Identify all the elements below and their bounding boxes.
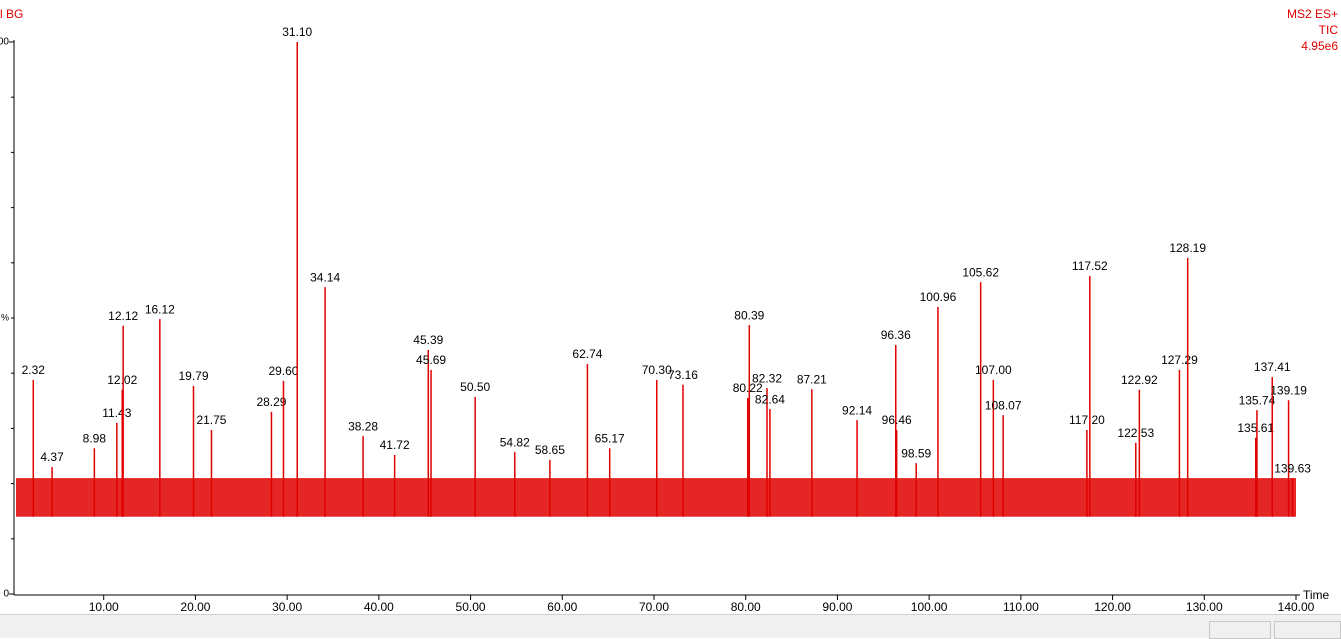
peak-label: 80.22 [733, 381, 763, 395]
x-tick-label: 140.00 [1278, 600, 1315, 614]
peak-label: 92.14 [842, 403, 872, 417]
y-tick-label: 100 [0, 37, 9, 48]
peak-label: 41.72 [380, 438, 410, 452]
peak-label: 128.19 [1169, 241, 1206, 255]
x-tick-label: 120.00 [1094, 600, 1131, 614]
peak-label: 12.02 [107, 373, 137, 387]
noise-band [16, 478, 1296, 517]
x-tick-label: 60.00 [547, 600, 577, 614]
y-axis-label: % [1, 312, 9, 322]
peak-label: 122.53 [1117, 426, 1154, 440]
x-tick-label: 40.00 [364, 600, 394, 614]
x-tick-label: 70.00 [639, 600, 669, 614]
header-line: TIC [1319, 23, 1339, 37]
peak-label: 29.60 [268, 364, 298, 378]
chart-title: l BG [0, 7, 23, 21]
peak-label: 80.39 [734, 308, 764, 322]
x-tick-label: 80.00 [731, 600, 761, 614]
peak-label: 62.74 [572, 347, 602, 361]
peak-label: 122.92 [1121, 373, 1158, 387]
x-tick-label: 30.00 [272, 600, 302, 614]
peak-label: 58.65 [535, 443, 565, 457]
peak-label: 31.10 [282, 25, 312, 39]
peak-label: 45.69 [416, 353, 446, 367]
status-pane [1274, 621, 1341, 639]
x-tick-label: 110.00 [1003, 600, 1039, 614]
chart: l BG MS2 ES+ TIC 4.95e6 Time % 10.00 20.0… [0, 7, 1339, 614]
peak-label: 12.12 [108, 309, 138, 323]
peak-label: 82.32 [752, 371, 782, 385]
peak-label: 82.64 [755, 392, 785, 406]
status-bar [0, 614, 1341, 639]
peak-label: 8.98 [83, 431, 107, 445]
x-tick-label: 90.00 [822, 600, 852, 614]
peak-label: 50.50 [460, 380, 490, 394]
peak-label: 54.82 [500, 435, 530, 449]
peak-label: 107.00 [975, 363, 1012, 377]
x-tick-label: 50.00 [456, 600, 486, 614]
header-line: 4.95e6 [1301, 39, 1338, 53]
x-tick-label: 130.00 [1186, 600, 1223, 614]
peak-label: 4.37 [40, 450, 64, 464]
peak-label: 21.75 [196, 413, 226, 427]
peak-label: 96.46 [882, 413, 912, 427]
peak-label: 34.14 [310, 270, 340, 284]
peak-label: 117.20 [1069, 413, 1105, 427]
x-tick-label: 20.00 [180, 600, 210, 614]
peak-label: 65.17 [595, 431, 625, 445]
peak-label: 139.19 [1270, 383, 1307, 397]
peak-label: 70.30 [642, 363, 672, 377]
x-tick-label: 100.00 [911, 600, 948, 614]
peak-label: 117.52 [1072, 259, 1108, 273]
peak-label: 2.32 [22, 363, 46, 377]
peak-label: 96.36 [881, 328, 911, 342]
header-line: MS2 ES+ [1287, 7, 1338, 21]
peak-label: 139.63 [1274, 461, 1311, 475]
peak-label: 127.29 [1161, 353, 1198, 367]
x-axis-label: Time [1303, 588, 1330, 602]
x-tick-label: 10.00 [89, 600, 119, 614]
peak-label: 45.39 [413, 333, 443, 347]
peak-label: 38.28 [348, 419, 378, 433]
y-tick-label: 0 [3, 589, 9, 600]
peak-label: 137.41 [1254, 360, 1291, 374]
peak-label: 108.07 [985, 398, 1022, 412]
peak-label: 105.62 [962, 265, 999, 279]
peak-label: 11.43 [102, 406, 131, 420]
peak-label: 98.59 [901, 446, 931, 460]
peak-label: 135.74 [1239, 393, 1276, 407]
peak-label: 19.79 [178, 369, 208, 383]
status-pane [1209, 621, 1271, 639]
peak-label: 73.16 [668, 368, 698, 382]
peak-label: 16.12 [145, 302, 175, 316]
peak-label: 135.61 [1237, 421, 1274, 435]
peak-label: 100.96 [920, 290, 957, 304]
peak-label: 28.29 [256, 395, 286, 409]
peak-label: 87.21 [797, 372, 827, 386]
